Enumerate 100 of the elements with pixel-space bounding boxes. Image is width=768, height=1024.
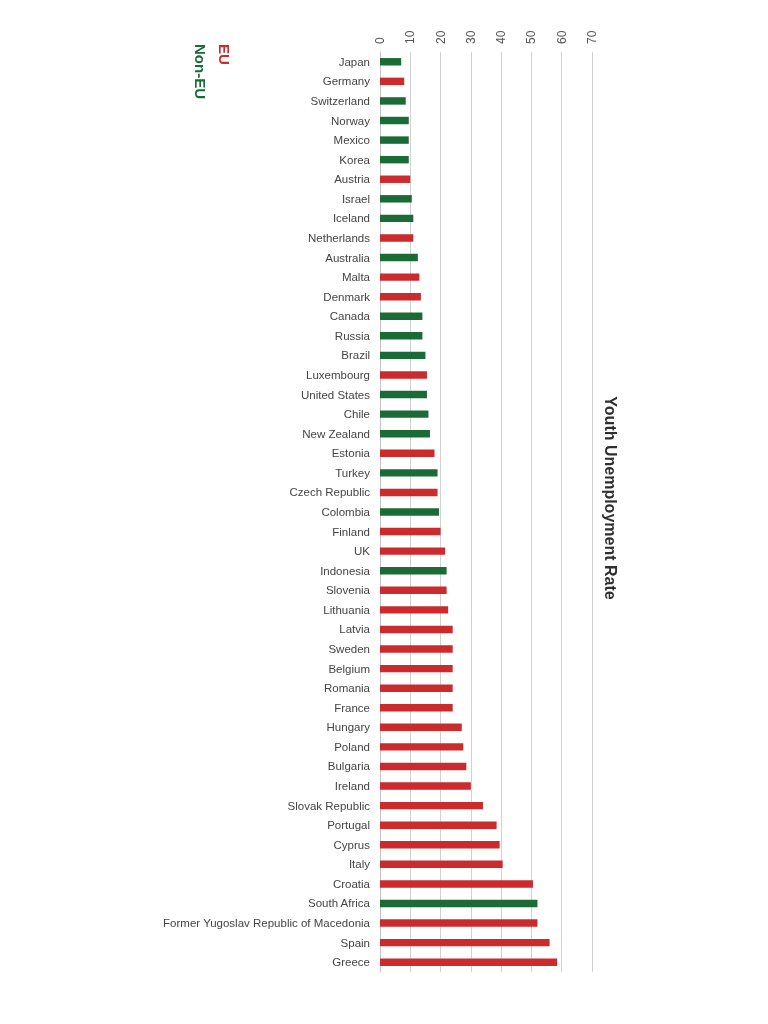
- bar: [380, 723, 462, 732]
- y-tick-label: Denmark: [323, 290, 371, 303]
- x-tick-label: 50: [524, 30, 539, 44]
- bar: [380, 782, 471, 790]
- bar: [380, 645, 453, 653]
- bar: [380, 684, 453, 692]
- y-tick-label: Norway: [331, 114, 371, 127]
- x-tick-label: 70: [585, 30, 599, 44]
- y-tick-label: Lithuania: [323, 603, 371, 616]
- y-tick-label: Russia: [334, 329, 371, 342]
- y-tick-label: Cyprus: [333, 838, 371, 851]
- bar: [380, 488, 438, 497]
- bar: [380, 58, 402, 66]
- bar: [380, 860, 503, 869]
- y-tick-label: UK: [354, 545, 371, 558]
- bar: [380, 801, 483, 810]
- y-tick-label: Finland: [332, 525, 370, 538]
- y-tick-label: Bulgaria: [327, 760, 371, 773]
- y-tick-label: Spain: [340, 936, 370, 949]
- y-tick-label: Belgium: [328, 662, 370, 675]
- y-tick-label: Turkey: [335, 466, 371, 479]
- bar: [380, 880, 533, 888]
- bar: [380, 97, 406, 105]
- y-tick-label: Former Yugoslav Republic of Macedonia: [163, 917, 371, 930]
- y-tick-label: Luxembourg: [306, 368, 370, 381]
- y-tick-label: Latvia: [339, 623, 371, 636]
- bar: [380, 77, 405, 86]
- text: Non-EU: [191, 44, 209, 99]
- x-tick-label: 20: [433, 30, 448, 44]
- bar: [380, 371, 427, 379]
- y-tick-label: Indonesia: [320, 564, 371, 577]
- bar: [380, 664, 453, 673]
- y-tick-label: Japan: [338, 55, 370, 68]
- y-tick-label: Korea: [339, 153, 371, 166]
- bar: [380, 508, 440, 516]
- y-tick-label: Switzerland: [310, 94, 370, 107]
- y-tick-label: South Africa: [307, 897, 371, 910]
- bar: [380, 449, 435, 457]
- bar: [380, 136, 409, 144]
- y-tick-label: Austria: [334, 173, 371, 186]
- bar: [380, 586, 447, 595]
- bar: [380, 253, 418, 262]
- y-tick-label: Germany: [322, 75, 371, 88]
- bar: [380, 841, 500, 849]
- y-tick-label: Croatia: [332, 877, 371, 890]
- bar: [380, 899, 538, 908]
- bar: [380, 743, 464, 751]
- bar: [380, 410, 429, 418]
- x-tick-label: 60: [554, 30, 569, 44]
- y-tick-label: Colombia: [321, 506, 371, 518]
- y-tick-label: Mexico: [333, 134, 370, 147]
- y-tick-label: Iceland: [332, 212, 370, 225]
- bar: [380, 116, 409, 125]
- bar: [380, 938, 550, 947]
- y-tick-label: Estonia: [331, 447, 371, 460]
- y-tick-label: Ireland: [334, 780, 370, 793]
- y-tick-label: Greece: [332, 956, 370, 969]
- bar: [380, 625, 453, 634]
- y-tick-label: Israel: [341, 192, 370, 205]
- bar: [380, 195, 412, 203]
- bar: [380, 606, 449, 614]
- y-tick-label: Czech Republic: [289, 486, 371, 499]
- bar: [380, 292, 421, 301]
- text: Youth Unemployment Rate: [601, 396, 619, 600]
- text: EU: [215, 44, 233, 65]
- bar: [380, 390, 427, 399]
- bar: [380, 273, 420, 281]
- bar: [380, 155, 409, 164]
- bar: [380, 175, 411, 183]
- y-tick-label: Italy: [348, 858, 371, 871]
- bar: [380, 919, 538, 927]
- x-tick-label: 10: [403, 30, 418, 44]
- y-tick-label: Brazil: [341, 349, 370, 362]
- y-tick-label: Netherlands: [307, 231, 371, 244]
- bar: [380, 567, 447, 575]
- x-tick-label: 30: [463, 30, 478, 44]
- bar: [380, 332, 423, 340]
- y-tick-label: Chile: [343, 408, 370, 421]
- y-tick-label: Sweden: [328, 643, 370, 656]
- x-tick-label: 40: [494, 30, 509, 44]
- y-tick-label: Romania: [323, 682, 371, 695]
- bar: [380, 234, 414, 242]
- y-tick-label: Slovenia: [325, 584, 371, 597]
- y-tick-label: Portugal: [327, 819, 370, 832]
- bar: [380, 312, 423, 320]
- bar: [380, 351, 426, 360]
- y-tick-label: Slovak Republic: [287, 799, 371, 812]
- bar: [380, 429, 430, 438]
- bar: [380, 547, 446, 555]
- y-tick-label: France: [334, 701, 370, 714]
- bar: [380, 821, 497, 829]
- y-tick-label: Australia: [325, 251, 371, 264]
- y-tick-label: United States: [300, 388, 371, 401]
- bar: [380, 214, 414, 223]
- y-tick-label: Malta: [341, 271, 371, 284]
- x-tick-label: 0: [373, 37, 387, 44]
- bar: [380, 958, 558, 966]
- bar: [380, 762, 467, 771]
- bar: [380, 469, 438, 477]
- y-tick-label: Poland: [334, 740, 370, 753]
